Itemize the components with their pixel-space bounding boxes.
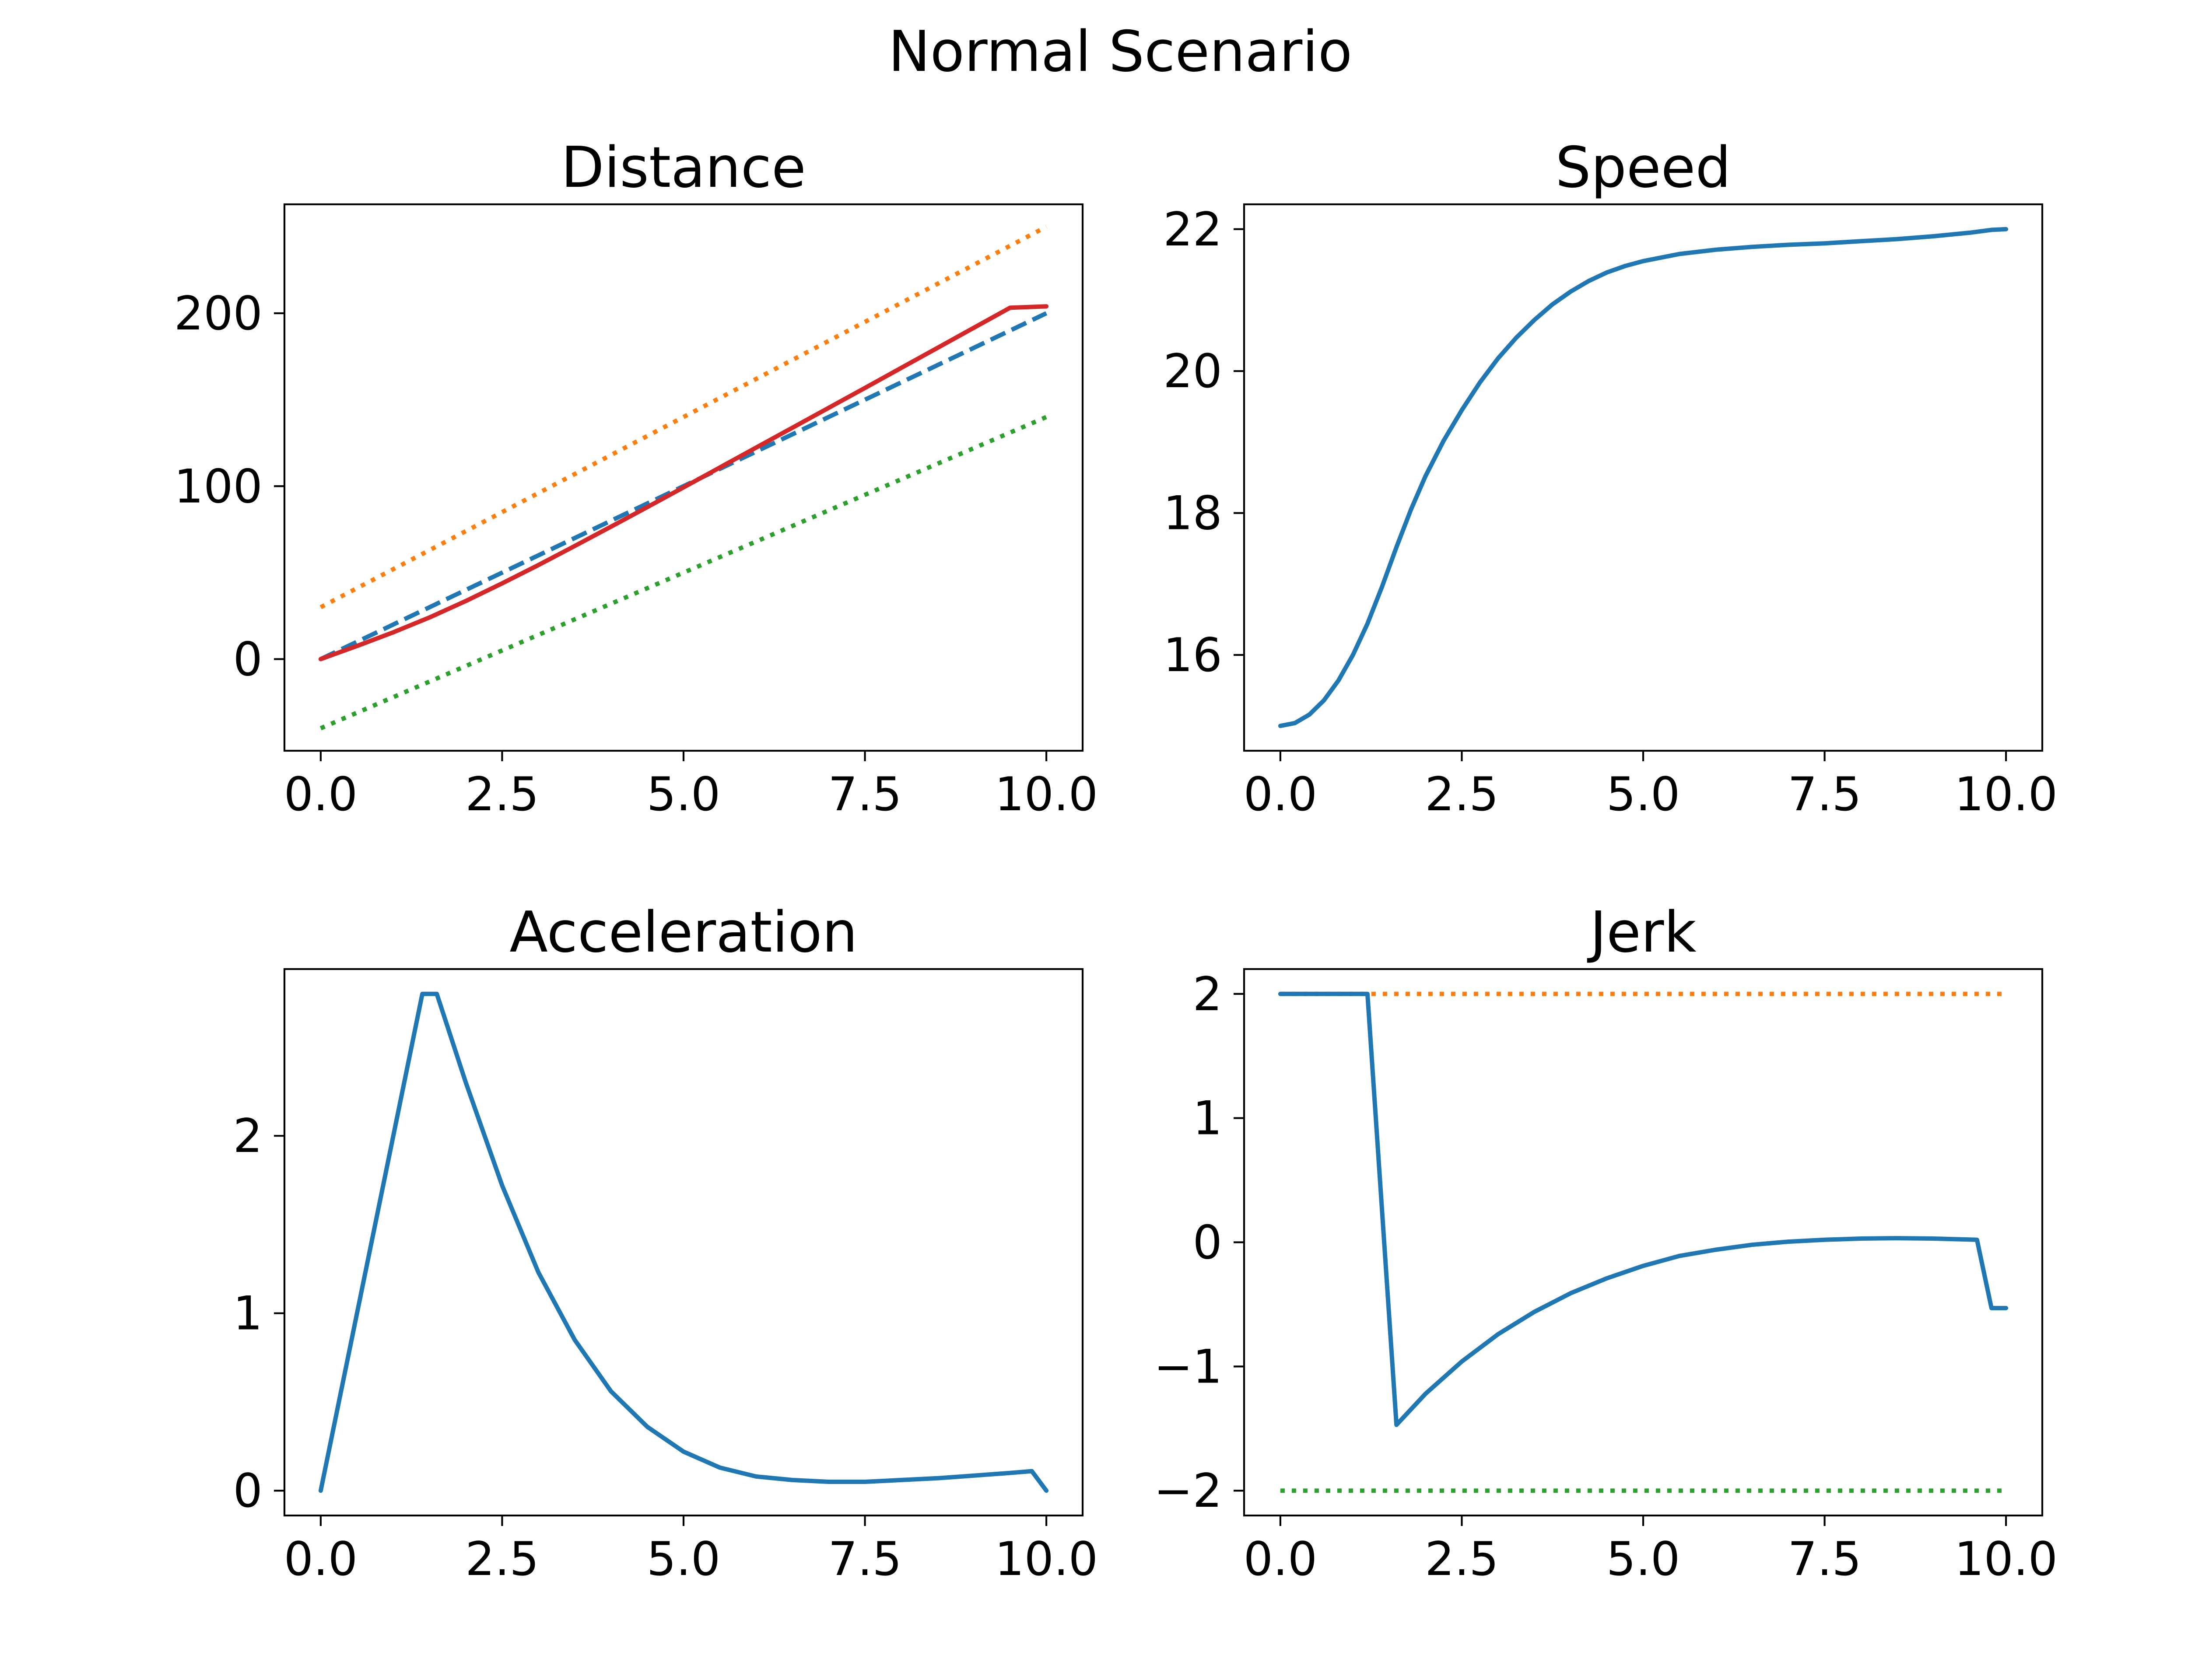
- series-group: [1278, 227, 2009, 728]
- y-tick-label: 18: [1163, 486, 1222, 540]
- y-tick-label: 20: [1163, 344, 1222, 398]
- series-line-dotted-0: [319, 224, 1048, 609]
- x-tick-label: 7.5: [1788, 767, 1862, 821]
- x-tick-label: 5.0: [1606, 1532, 1680, 1586]
- series-group: [318, 224, 1049, 731]
- axes-frame: [283, 203, 1084, 752]
- series-group: [1278, 991, 2009, 1493]
- panel-speed: Speed 0.0 2.5 5.0 7.5 10.0 16 18 20 22: [1163, 135, 2058, 821]
- x-tick-label: 10.0: [1954, 767, 2058, 821]
- x-tick-label: 0.0: [1244, 767, 1318, 821]
- y-tick-label: 1: [1193, 1092, 1222, 1145]
- x-tick-label: 2.5: [1425, 1532, 1499, 1586]
- panel-title-jerk: Jerk: [1587, 900, 1696, 965]
- x-tick-label: 2.5: [1425, 767, 1499, 821]
- x-tick-label: 10.0: [995, 767, 1098, 821]
- x-tick-label: 7.5: [828, 767, 902, 821]
- panel-title-speed: Speed: [1555, 135, 1731, 200]
- y-tick-label: 22: [1163, 203, 1222, 256]
- y-tick-label: 1: [233, 1287, 263, 1340]
- x-tick-label: 5.0: [1606, 767, 1680, 821]
- x-tick-label: 10.0: [995, 1532, 1098, 1586]
- x-tick-label: 0.0: [1244, 1532, 1318, 1586]
- series-line-dotted-2: [319, 415, 1048, 731]
- series-line-solid-0: [318, 991, 1049, 1493]
- x-tick-label: 2.5: [465, 1532, 539, 1586]
- x-tick-label: 5.0: [647, 767, 721, 821]
- y-tick-label: −2: [1154, 1464, 1222, 1518]
- y-tick-label: 0: [233, 1464, 263, 1518]
- axes-frame: [1243, 968, 2044, 1517]
- y-tick-label: 2: [1193, 967, 1222, 1021]
- panel-jerk: Jerk 0.0 2.5 5.0 7.5 10.0 −2 −1 0 1 2: [1154, 900, 2058, 1586]
- series-line-solid-3: [318, 304, 1049, 662]
- x-tick-label: 7.5: [1788, 1532, 1862, 1586]
- panel-title-distance: Distance: [561, 135, 806, 200]
- y-tick-label: 0: [233, 633, 263, 686]
- x-tick-label: 7.5: [828, 1532, 902, 1586]
- x-tick-label: 0.0: [284, 767, 358, 821]
- y-tick-label: 16: [1163, 628, 1222, 682]
- x-tick-label: 5.0: [647, 1532, 721, 1586]
- series-group: [318, 991, 1049, 1493]
- axes-frame: [1243, 203, 2044, 752]
- y-tick-label: 0: [1193, 1216, 1222, 1270]
- x-tick-label: 0.0: [284, 1532, 358, 1586]
- x-tick-label: 10.0: [1954, 1532, 2058, 1586]
- y-tick-label: 2: [233, 1109, 263, 1163]
- y-tick-label: −1: [1154, 1340, 1222, 1393]
- panel-title-acceleration: Acceleration: [509, 900, 857, 965]
- x-tick-label: 2.5: [465, 767, 539, 821]
- panel-distance: Distance 0.0 2.5 5.0 7.5 10.0 0 100 200: [174, 135, 1098, 821]
- y-tick-label: 200: [174, 287, 263, 340]
- series-line-solid-0: [1278, 227, 2009, 728]
- axes-frame: [283, 968, 1084, 1517]
- series-line-solid-2: [1278, 991, 2009, 1427]
- y-tick-label: 100: [174, 459, 263, 513]
- figure-title: Normal Scenario: [888, 19, 1352, 84]
- panel-acceleration: Acceleration 0.0 2.5 5.0 7.5 10.0 0 1 2: [233, 900, 1098, 1586]
